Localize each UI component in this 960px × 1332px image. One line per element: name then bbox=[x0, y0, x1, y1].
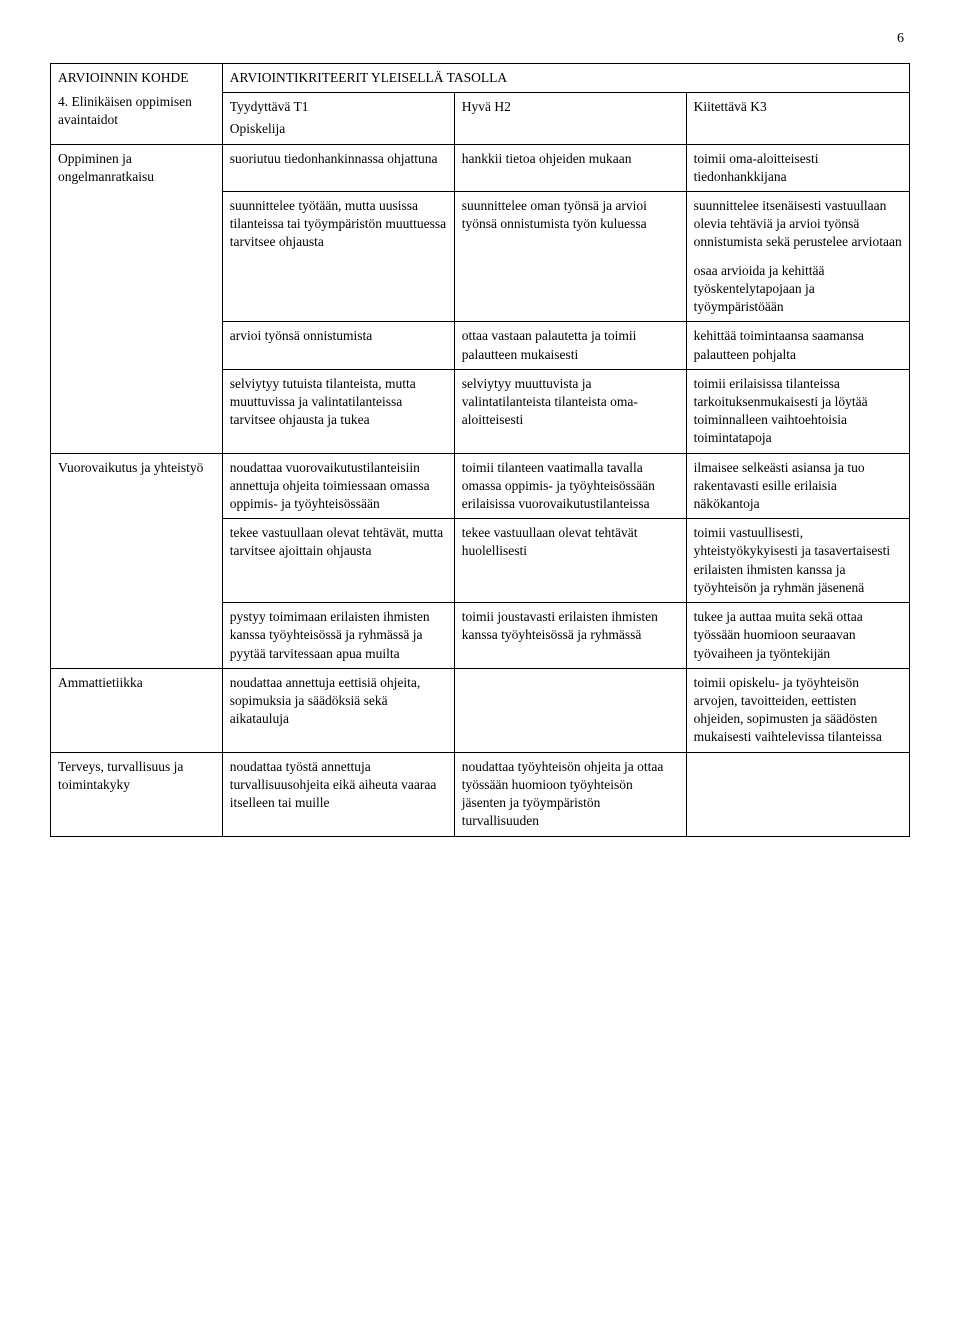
table-row: Ammattietiikka noudattaa annettuja eetti… bbox=[51, 668, 910, 752]
cell: suunnittelee työtään, mutta uusissa tila… bbox=[222, 191, 454, 321]
cell bbox=[454, 668, 686, 752]
section-label: Ammattietiikka bbox=[51, 668, 223, 752]
col-k3: Kiitettävä K3 bbox=[686, 93, 909, 144]
cell bbox=[686, 752, 909, 836]
cell: noudattaa vuorovaikutustilanteisiin anne… bbox=[222, 453, 454, 519]
cell-para: suunnittelee itsenäisesti vastuullaan ol… bbox=[694, 197, 902, 252]
table-row: Terveys, turvallisuus ja toimintakyky no… bbox=[51, 752, 910, 836]
t1-label: Tyydyttävä T1 bbox=[230, 98, 447, 116]
col-h2: Hyvä H2 bbox=[454, 93, 686, 144]
cell: toimii vastuullisesti, yhteistyökykyises… bbox=[686, 519, 909, 603]
cell: hankkii tietoa ohjeiden mukaan bbox=[454, 144, 686, 191]
criteria-table: ARVIOINNIN KOHDE 4. Elinikäisen oppimise… bbox=[50, 63, 910, 837]
table-row: Oppiminen ja ongelmanratkaisu suoriutuu … bbox=[51, 144, 910, 191]
header-left-title: ARVIOINNIN KOHDE bbox=[58, 69, 215, 87]
cell: noudattaa työyhteisön ohjeita ja ottaa t… bbox=[454, 752, 686, 836]
cell: toimii tilanteen vaatimalla tavalla omas… bbox=[454, 453, 686, 519]
cell: toimii joustavasti erilaisten ihmisten k… bbox=[454, 603, 686, 669]
cell: toimii oma-aloitteisesti tiedonhankkijan… bbox=[686, 144, 909, 191]
opiskelija-label: Opiskelija bbox=[230, 120, 447, 138]
table-header-row-1: ARVIOINNIN KOHDE 4. Elinikäisen oppimise… bbox=[51, 63, 910, 92]
cell: pystyy toimimaan erilaisten ihmisten kan… bbox=[222, 603, 454, 669]
cell: toimii opiskelu- ja työyhteisön arvojen,… bbox=[686, 668, 909, 752]
section-label: Oppiminen ja ongelmanratkaisu bbox=[51, 144, 223, 453]
section-label: Vuorovaikutus ja yhteistyö bbox=[51, 453, 223, 668]
cell: selviytyy muuttuvista ja valintatilantei… bbox=[454, 369, 686, 453]
cell: tekee vastuullaan olevat tehtävät huolel… bbox=[454, 519, 686, 603]
header-right-title: ARVIOINTIKRITEERIT YLEISELLÄ TASOLLA bbox=[222, 63, 909, 92]
cell: suunnittelee itsenäisesti vastuullaan ol… bbox=[686, 191, 909, 321]
cell: suoriutuu tiedonhankinnassa ohjattuna bbox=[222, 144, 454, 191]
col-t1: Tyydyttävä T1 Opiskelija bbox=[222, 93, 454, 144]
cell: noudattaa työstä annettuja turvallisuuso… bbox=[222, 752, 454, 836]
cell: tukee ja auttaa muita sekä ottaa työssää… bbox=[686, 603, 909, 669]
table-row: Vuorovaikutus ja yhteistyö noudattaa vuo… bbox=[51, 453, 910, 519]
cell: noudattaa annettuja eettisiä ohjeita, so… bbox=[222, 668, 454, 752]
header-text: Elinikäisen oppimisen avaintaidot bbox=[58, 94, 192, 127]
header-left-subtitle: 4. Elinikäisen oppimisen avaintaidot bbox=[58, 93, 215, 129]
cell: kehittää toimintaansa saamansa palauttee… bbox=[686, 322, 909, 369]
cell: selviytyy tutuista tilanteista, mutta mu… bbox=[222, 369, 454, 453]
header-left: ARVIOINNIN KOHDE 4. Elinikäisen oppimise… bbox=[51, 63, 223, 144]
cell: ottaa vastaan palautetta ja toimii palau… bbox=[454, 322, 686, 369]
cell: ilmaisee selkeästi asiansa ja tuo rakent… bbox=[686, 453, 909, 519]
page-number: 6 bbox=[50, 30, 910, 49]
cell: tekee vastuullaan olevat tehtävät, mutta… bbox=[222, 519, 454, 603]
cell: suunnittelee oman työnsä ja arvioi työns… bbox=[454, 191, 686, 321]
cell: toimii erilaisissa tilanteissa tarkoituk… bbox=[686, 369, 909, 453]
cell: arvioi työnsä onnistumista bbox=[222, 322, 454, 369]
cell-para: osaa arvioida ja kehittää työskentelytap… bbox=[694, 262, 902, 317]
header-num: 4. bbox=[58, 94, 68, 109]
section-label: Terveys, turvallisuus ja toimintakyky bbox=[51, 752, 223, 836]
